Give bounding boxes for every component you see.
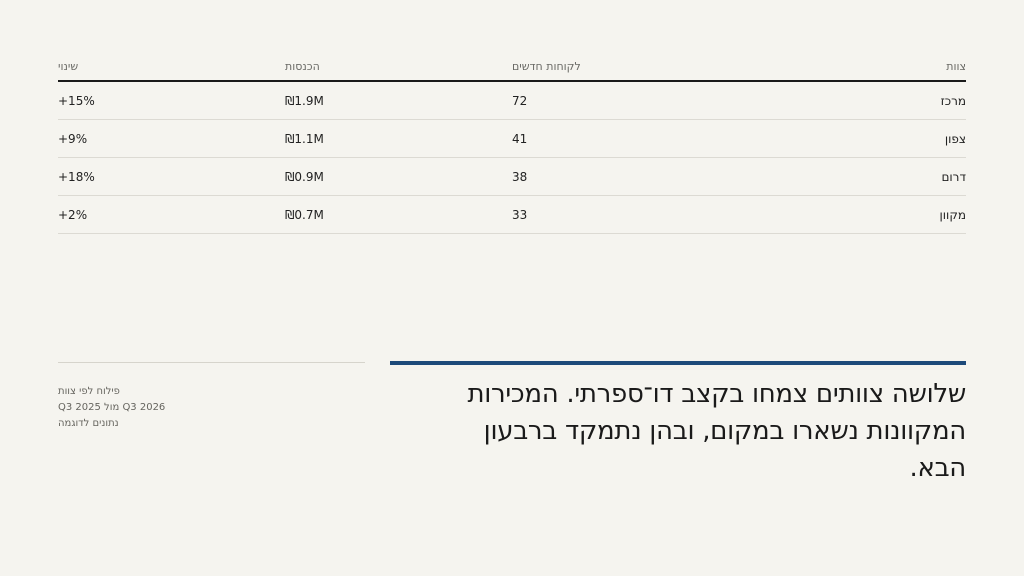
- team-cell: דרום: [941, 169, 966, 184]
- header-new-customers: לקוחות חדשים: [512, 59, 581, 73]
- new-customers-cell: 38: [512, 169, 528, 184]
- new-customers-cell: 41: [512, 131, 528, 146]
- table-row: מקוון 33 ₪0.7M +2%: [58, 196, 966, 234]
- change-cell: +15%: [58, 93, 95, 108]
- data-table: צוות לקוחות חדשים הכנסות שינוי מרכז 72 ₪…: [58, 52, 966, 234]
- table-row: צפון 41 ₪1.1M +9%: [58, 120, 966, 158]
- header-team: צוות: [946, 59, 966, 73]
- revenue-cell: ₪1.1M: [285, 131, 324, 146]
- caption-line: נתונים לדוגמה: [58, 418, 119, 429]
- table-header-row: צוות לקוחות חדשים הכנסות שינוי: [58, 52, 966, 82]
- table-row: דרום 38 ₪0.9M +18%: [58, 158, 966, 196]
- accent-bar: [390, 361, 966, 365]
- header-revenue: הכנסות: [285, 59, 320, 73]
- caption-line: פילוח לפי צוות: [58, 386, 120, 397]
- headline: שלושה צוותים צמחו בקצב דו־ספרתי. המכירות…: [467, 379, 966, 483]
- team-cell: מרכז: [940, 93, 966, 108]
- team-cell: מקוון: [939, 207, 966, 222]
- new-customers-cell: 72: [512, 93, 528, 108]
- change-cell: +2%: [58, 207, 88, 222]
- new-customers-cell: 33: [512, 207, 528, 222]
- header-change: שינוי: [58, 59, 79, 73]
- team-cell: צפון: [944, 131, 966, 146]
- change-cell: +9%: [58, 131, 88, 146]
- revenue-cell: ₪0.7M: [285, 207, 324, 222]
- table-row: מרכז 72 ₪1.9M +15%: [58, 82, 966, 120]
- revenue-cell: ₪1.9M: [285, 93, 324, 108]
- change-cell: +18%: [58, 169, 95, 184]
- revenue-cell: ₪0.9M: [285, 169, 324, 184]
- source-caption: פילוח לפי צוות Q3 2026 מול Q3 2025 נתוני…: [58, 384, 258, 432]
- footer-divider: [58, 362, 365, 363]
- caption-line: Q3 2026 מול Q3 2025: [58, 402, 166, 413]
